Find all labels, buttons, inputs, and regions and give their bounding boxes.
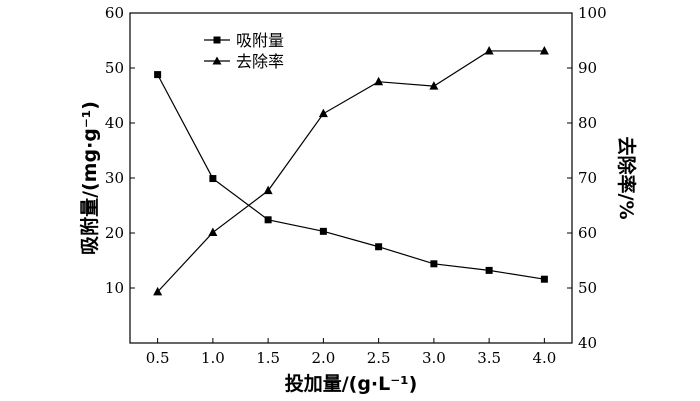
x-axis-title: 投加量/(g·L⁻¹): [285, 372, 418, 395]
legend-label-adsorption: 吸附量: [236, 31, 284, 50]
data-point-removal: [318, 108, 328, 118]
x-tick-label: 4.0: [532, 349, 556, 367]
series-line-adsorption: [157, 74, 545, 280]
right-y-tick-label: 80: [578, 114, 597, 132]
right-y-tick-label: 40: [578, 334, 597, 352]
right-y-tick-label: 100: [578, 4, 607, 22]
data-point-adsorption: [209, 175, 217, 183]
legend-label-removal: 去除率: [236, 52, 284, 71]
data-point-adsorption: [375, 243, 383, 251]
left-y-axis-title: 吸附量/(mg·g⁻¹): [78, 101, 101, 255]
left-y-tick-label: 30: [105, 169, 124, 187]
series-layer: [153, 45, 549, 296]
x-tick-label: 0.5: [146, 349, 170, 367]
data-point-adsorption: [540, 275, 548, 283]
legend-item-adsorption: 吸附量: [204, 31, 284, 50]
data-point-removal: [208, 227, 218, 236]
legend-square-marker: [213, 36, 221, 44]
data-point-removal: [263, 185, 273, 195]
axes-frame: [129, 12, 573, 344]
left-y-axis-ticks: 10 20 30 40 50 60: [105, 4, 135, 297]
data-point-removal: [484, 45, 494, 55]
left-y-tick-label: 40: [105, 114, 124, 132]
legend-item-removal: 去除率: [204, 52, 284, 71]
x-tick-label: 1.0: [201, 349, 225, 367]
data-point-adsorption: [319, 227, 327, 235]
right-y-tick-label: 50: [578, 279, 597, 297]
legend: 吸附量 去除率: [204, 31, 284, 71]
data-point-removal: [429, 81, 439, 90]
data-point-removal: [153, 286, 163, 296]
left-y-tick-label: 10: [105, 279, 124, 297]
data-point-adsorption: [154, 71, 162, 79]
left-y-tick-label: 20: [105, 224, 124, 242]
x-tick-label: 1.5: [256, 349, 280, 367]
x-axis-ticks: 0.5 1.0 1.5 2.0 2.5 3.0 3.5 4.0: [146, 338, 556, 367]
left-y-tick-label: 60: [105, 4, 124, 22]
plot-frame: [129, 12, 573, 344]
series-line-removal: [157, 50, 545, 293]
right-y-tick-label: 90: [578, 59, 597, 77]
right-y-axis-title: 去除率/%: [615, 137, 638, 220]
x-tick-label: 3.0: [422, 349, 446, 367]
data-point-adsorption: [485, 266, 493, 274]
data-point-removal: [539, 45, 549, 55]
right-y-tick-label: 60: [578, 224, 597, 242]
data-point-adsorption: [264, 216, 272, 224]
x-tick-label: 2.0: [311, 349, 335, 367]
data-point-adsorption: [430, 260, 438, 268]
right-y-tick-label: 70: [578, 169, 597, 187]
legend-triangle-marker: [212, 56, 222, 65]
data-point-removal: [374, 76, 384, 86]
x-tick-label: 3.5: [477, 349, 501, 367]
left-y-tick-label: 50: [105, 59, 124, 77]
x-tick-label: 2.5: [367, 349, 391, 367]
right-y-axis-ticks: 40 50 60 70 80 90 100: [567, 4, 607, 352]
